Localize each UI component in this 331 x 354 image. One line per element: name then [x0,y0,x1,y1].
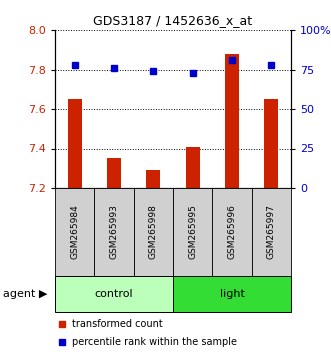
Text: agent ▶: agent ▶ [3,289,48,299]
Text: control: control [95,289,133,299]
Bar [94,188,134,276]
Text: GSM265984: GSM265984 [70,205,79,259]
Bar [134,188,173,276]
Bar [264,99,278,188]
Bar [186,147,200,188]
Bar [212,188,252,276]
Bar [107,158,121,188]
Text: GSM265998: GSM265998 [149,205,158,259]
Bar [146,170,160,188]
Bar [68,99,81,188]
Text: transformed count: transformed count [71,319,162,329]
Bar [225,54,239,188]
Title: GDS3187 / 1452636_x_at: GDS3187 / 1452636_x_at [93,15,253,28]
Text: percentile rank within the sample: percentile rank within the sample [71,337,237,347]
Bar [252,188,291,276]
Text: GSM265996: GSM265996 [227,205,237,259]
Bar [173,188,212,276]
Text: light: light [219,289,244,299]
Bar [173,276,291,312]
Text: GSM265993: GSM265993 [110,205,118,259]
Bar [55,188,94,276]
Text: GSM265995: GSM265995 [188,205,197,259]
Bar [55,276,173,312]
Text: GSM265997: GSM265997 [267,205,276,259]
